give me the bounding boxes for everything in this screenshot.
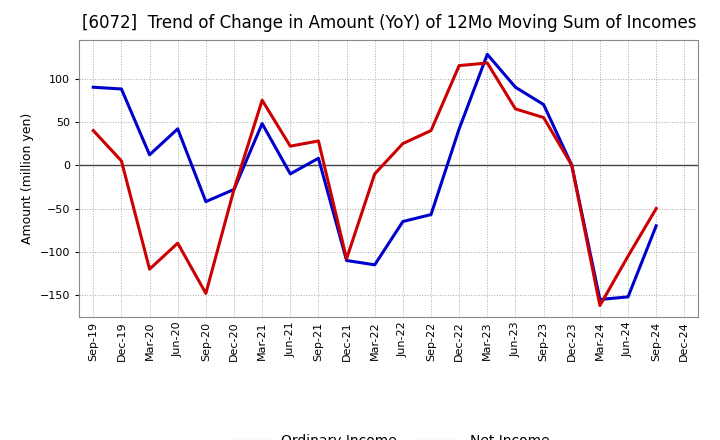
Ordinary Income [595, 297, 604, 302]
Net Income [511, 106, 520, 111]
Ordinary Income [258, 121, 266, 126]
Ordinary Income [117, 86, 126, 92]
Line: Net Income: Net Income [94, 63, 656, 305]
Legend: Ordinary Income, Net Income: Ordinary Income, Net Income [222, 429, 555, 440]
Ordinary Income [370, 262, 379, 268]
Net Income [145, 267, 154, 272]
Ordinary Income [539, 102, 548, 107]
Ordinary Income [624, 294, 632, 300]
Net Income [342, 256, 351, 261]
Net Income [539, 115, 548, 120]
Ordinary Income [174, 126, 182, 132]
Net Income [230, 187, 238, 192]
Ordinary Income [145, 152, 154, 158]
Ordinary Income [455, 126, 464, 132]
Y-axis label: Amount (million yen): Amount (million yen) [22, 113, 35, 244]
Net Income [567, 162, 576, 168]
Ordinary Income [652, 223, 660, 228]
Net Income [483, 60, 492, 66]
Net Income [370, 171, 379, 176]
Net Income [455, 63, 464, 68]
Ordinary Income [427, 212, 436, 217]
Net Income [174, 241, 182, 246]
Ordinary Income [89, 84, 98, 90]
Ordinary Income [314, 156, 323, 161]
Net Income [286, 143, 294, 149]
Ordinary Income [342, 258, 351, 263]
Ordinary Income [399, 219, 408, 224]
Net Income [399, 141, 408, 146]
Net Income [117, 158, 126, 164]
Net Income [314, 138, 323, 143]
Ordinary Income [567, 162, 576, 168]
Net Income [595, 303, 604, 308]
Title: [6072]  Trend of Change in Amount (YoY) of 12Mo Moving Sum of Incomes: [6072] Trend of Change in Amount (YoY) o… [81, 15, 696, 33]
Ordinary Income [286, 171, 294, 176]
Net Income [624, 253, 632, 259]
Ordinary Income [511, 84, 520, 90]
Net Income [652, 206, 660, 211]
Net Income [258, 98, 266, 103]
Net Income [202, 291, 210, 296]
Net Income [89, 128, 98, 133]
Line: Ordinary Income: Ordinary Income [94, 54, 656, 300]
Net Income [427, 128, 436, 133]
Ordinary Income [230, 187, 238, 192]
Ordinary Income [202, 199, 210, 204]
Ordinary Income [483, 51, 492, 57]
